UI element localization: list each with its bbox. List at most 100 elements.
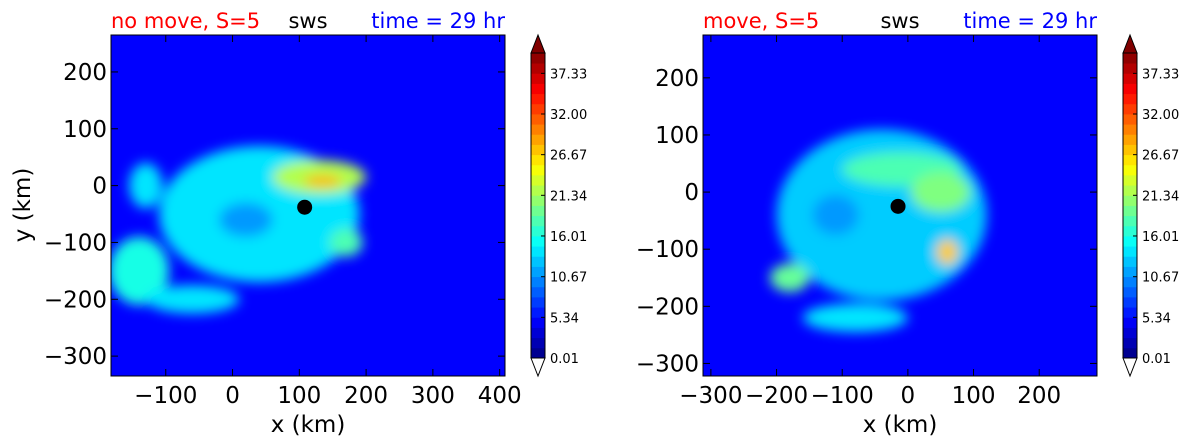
x-tick-label: −100 [811,383,874,409]
panel-title-center: sws [288,9,327,33]
x-tick-label: 0 [225,383,240,409]
colorbar-band [1123,124,1137,135]
y-tick-label: 100 [655,123,699,149]
wind-speed-region [329,228,363,257]
colorbar-band [1123,327,1137,339]
colorbar-extend-min [530,357,546,378]
colorbar-tick-label: 5.34 [550,311,579,326]
colorbar-band [1123,73,1137,84]
colorbar-tick-label: 0.01 [1142,352,1171,367]
colorbar-band [1123,276,1137,288]
x-axis-label: x (km) [863,412,938,438]
panel-title-left: move, S=5 [703,9,819,33]
colorbar: 0.01 5.34 10.67 16.01 21.34 26.67 32.00 37.33 [1122,33,1179,378]
wind-speed-region [911,172,971,213]
heatmap-field [703,35,1097,376]
wind-speed-region [111,236,170,305]
colorbar-tick-label: 10.67 [1142,271,1179,286]
colorbar-band [531,114,545,125]
colorbar-tick-label: 37.33 [1142,67,1179,82]
colorbar-band [1123,347,1137,359]
colorbar-tick-label: 21.34 [550,189,587,204]
colorbar-band [531,205,545,217]
colorbar-extend-max [530,33,546,54]
colorbar-band [1123,256,1137,267]
x-tick-label: −100 [134,383,197,409]
panel-title-left: no move, S=5 [111,9,260,33]
colorbar-band [1123,53,1137,64]
colorbar-band [531,266,545,278]
colorbar-band [531,236,545,247]
y-tick-label: 0 [92,174,107,200]
x-tick-label: 100 [952,383,996,409]
y-tick-label: 0 [684,180,699,206]
y-tick-label: −200 [636,294,699,320]
wind-speed-region [936,239,958,265]
storm-center-marker [297,199,313,215]
colorbar-band [531,103,545,115]
colorbar-band [1123,307,1137,318]
y-tick-label: −300 [44,344,107,370]
colorbar-band [1123,114,1137,125]
wind-speed-region [802,303,908,333]
colorbar-band [1123,246,1137,257]
colorbar-band [531,347,545,359]
colorbar-band [1123,286,1137,298]
colorbar-tick-label: 37.33 [550,67,587,82]
colorbar-band [531,195,545,206]
panel-title-right: time = 29 hr [963,9,1097,33]
colorbar: 0.01 5.34 10.67 16.01 21.34 26.67 32.00 37.33 [530,33,587,378]
colorbar-band [1123,175,1137,186]
wind-speed-region [812,194,859,235]
colorbar-band [531,307,545,318]
plot-frame [702,34,1098,377]
y-axis-label: y (km) [10,168,36,243]
x-tick-label: 200 [344,383,388,409]
colorbar-band [531,93,545,105]
colorbar-band [531,337,545,349]
colorbar-band [1123,93,1137,105]
wind-speed-region [219,202,273,237]
heatmap-field [111,35,505,376]
colorbar-tick-label: 21.34 [1142,189,1179,204]
colorbar-band [531,185,545,196]
y-tick-label: 200 [63,60,107,86]
colorbar-tick-label: 0.01 [550,352,579,367]
colorbar-band [531,297,545,308]
colorbar-band [531,53,545,64]
colorbar-band [531,276,545,288]
colorbar-band [1123,266,1137,278]
colorbar-frame [530,52,546,359]
colorbar-band [1123,236,1137,247]
x-tick-label: 400 [478,383,522,409]
colorbar-tick-label: 16.01 [550,230,587,245]
x-tick-label: −300 [679,383,742,409]
y-tick-label: −300 [636,351,699,377]
panel-no-move: no move, S=5 sws time = 29 hr −100 0 100 20… [10,9,587,438]
colorbar-band [531,164,545,176]
colorbar-band [1123,195,1137,206]
panel-title-center: sws [880,9,919,33]
y-tick-label: −100 [636,237,699,263]
colorbar-band [531,286,545,298]
colorbar-band [1123,225,1137,237]
colorbar-band [1123,134,1137,145]
storm-center-marker [890,198,906,214]
colorbar-tick-label: 26.67 [1142,149,1179,164]
y-tick-label: −100 [44,230,107,256]
panel-title-right: time = 29 hr [371,9,505,33]
colorbar-band [531,144,545,156]
x-tick-label: 300 [411,383,455,409]
x-axis-label: x (km) [271,412,346,438]
colorbar-tick-label: 10.67 [550,271,587,286]
colorbar-band [1123,63,1137,74]
colorbar-band [531,73,545,84]
colorbar-band [531,327,545,339]
colorbar-band [1123,154,1137,166]
colorbar-band [531,246,545,257]
colorbar-tick-label: 5.34 [1142,311,1171,326]
panel-move: move, S=5 sws time = 29 hr −300 −200 −100 0… [636,9,1179,438]
colorbar-band [531,154,545,166]
colorbar-band [531,63,545,74]
